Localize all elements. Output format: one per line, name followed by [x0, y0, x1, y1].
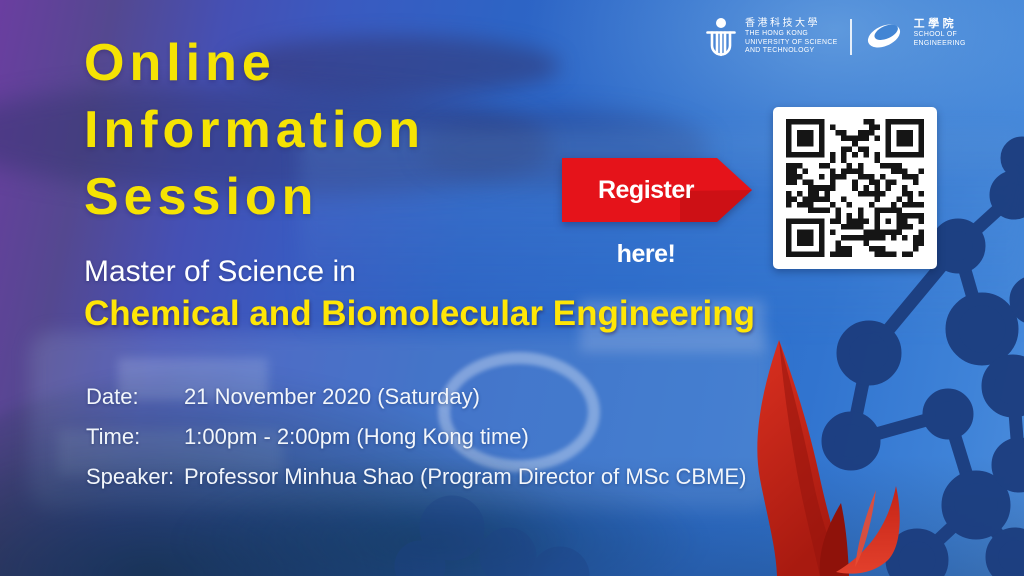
seng-logo-line: SCHOOL OF [913, 31, 958, 38]
program-prefix: Master of Science in [84, 255, 356, 288]
title-line: Session [84, 168, 319, 226]
registration-qr-code [786, 119, 924, 257]
logo-divider [849, 19, 852, 55]
detail-value: Professor Minhua Shao (Program Director … [184, 464, 747, 489]
title-line: Information [84, 101, 425, 159]
seng-logo-text: 工學院 SCHOOL OF ENGINEERING [914, 18, 966, 52]
detail-label: Speaker: [86, 464, 175, 489]
detail-row-time: Time: 1:00pm - 2:00pm (Hong Kong time) [86, 424, 746, 450]
header-logos: 香港科技大學 THE HONG KONG UNIVERSITY OF SCIEN… [704, 16, 966, 62]
seng-logo-chinese: 工學院 [913, 18, 958, 30]
detail-label: Date: [86, 384, 139, 409]
seng-logo-line: ENGINEERING [913, 39, 966, 47]
registration-qr-panel [773, 107, 937, 269]
hkust-logo-line: THE HONG KONG [745, 30, 809, 37]
program-block: Master of Science in Chemical and Biomol… [84, 252, 755, 336]
hkust-logo-chinese: 香港科技大學 [745, 18, 820, 29]
program-name: Chemical and Biomolecular Engineering [84, 294, 755, 333]
school-of-engineering-logo: 工學院 SCHOOL OF ENGINEERING [864, 16, 966, 52]
hkust-logo-line: AND TECHNOLOGY [745, 47, 815, 55]
detail-row-speaker: Speaker: Professor Minhua Shao (Program … [86, 464, 746, 490]
detail-row-date: Date: 21 November 2020 (Saturday) [86, 384, 746, 410]
hkust-logo: 香港科技大學 THE HONG KONG UNIVERSITY OF SCIEN… [704, 16, 838, 62]
register-label: Register here! [597, 176, 695, 268]
hkust-logo-text: 香港科技大學 THE HONG KONG UNIVERSITY OF SCIEN… [745, 18, 838, 62]
register-arrow-shape [562, 158, 752, 222]
detail-value: 1:00pm - 2:00pm (Hong Kong time) [184, 424, 529, 449]
event-details: Date: 21 November 2020 (Saturday) Time: … [86, 384, 746, 504]
hkust-logo-line: UNIVERSITY OF SCIENCE [745, 38, 838, 46]
page-title: Online Information Session [84, 30, 425, 231]
register-button[interactable]: Register here! [562, 158, 754, 268]
seng-swoosh-icon [867, 24, 900, 48]
detail-label: Time: [86, 424, 141, 449]
detail-value: 21 November 2020 (Saturday) [184, 384, 480, 409]
hkust-logo-icon [706, 18, 736, 57]
title-line: Online [84, 34, 276, 92]
